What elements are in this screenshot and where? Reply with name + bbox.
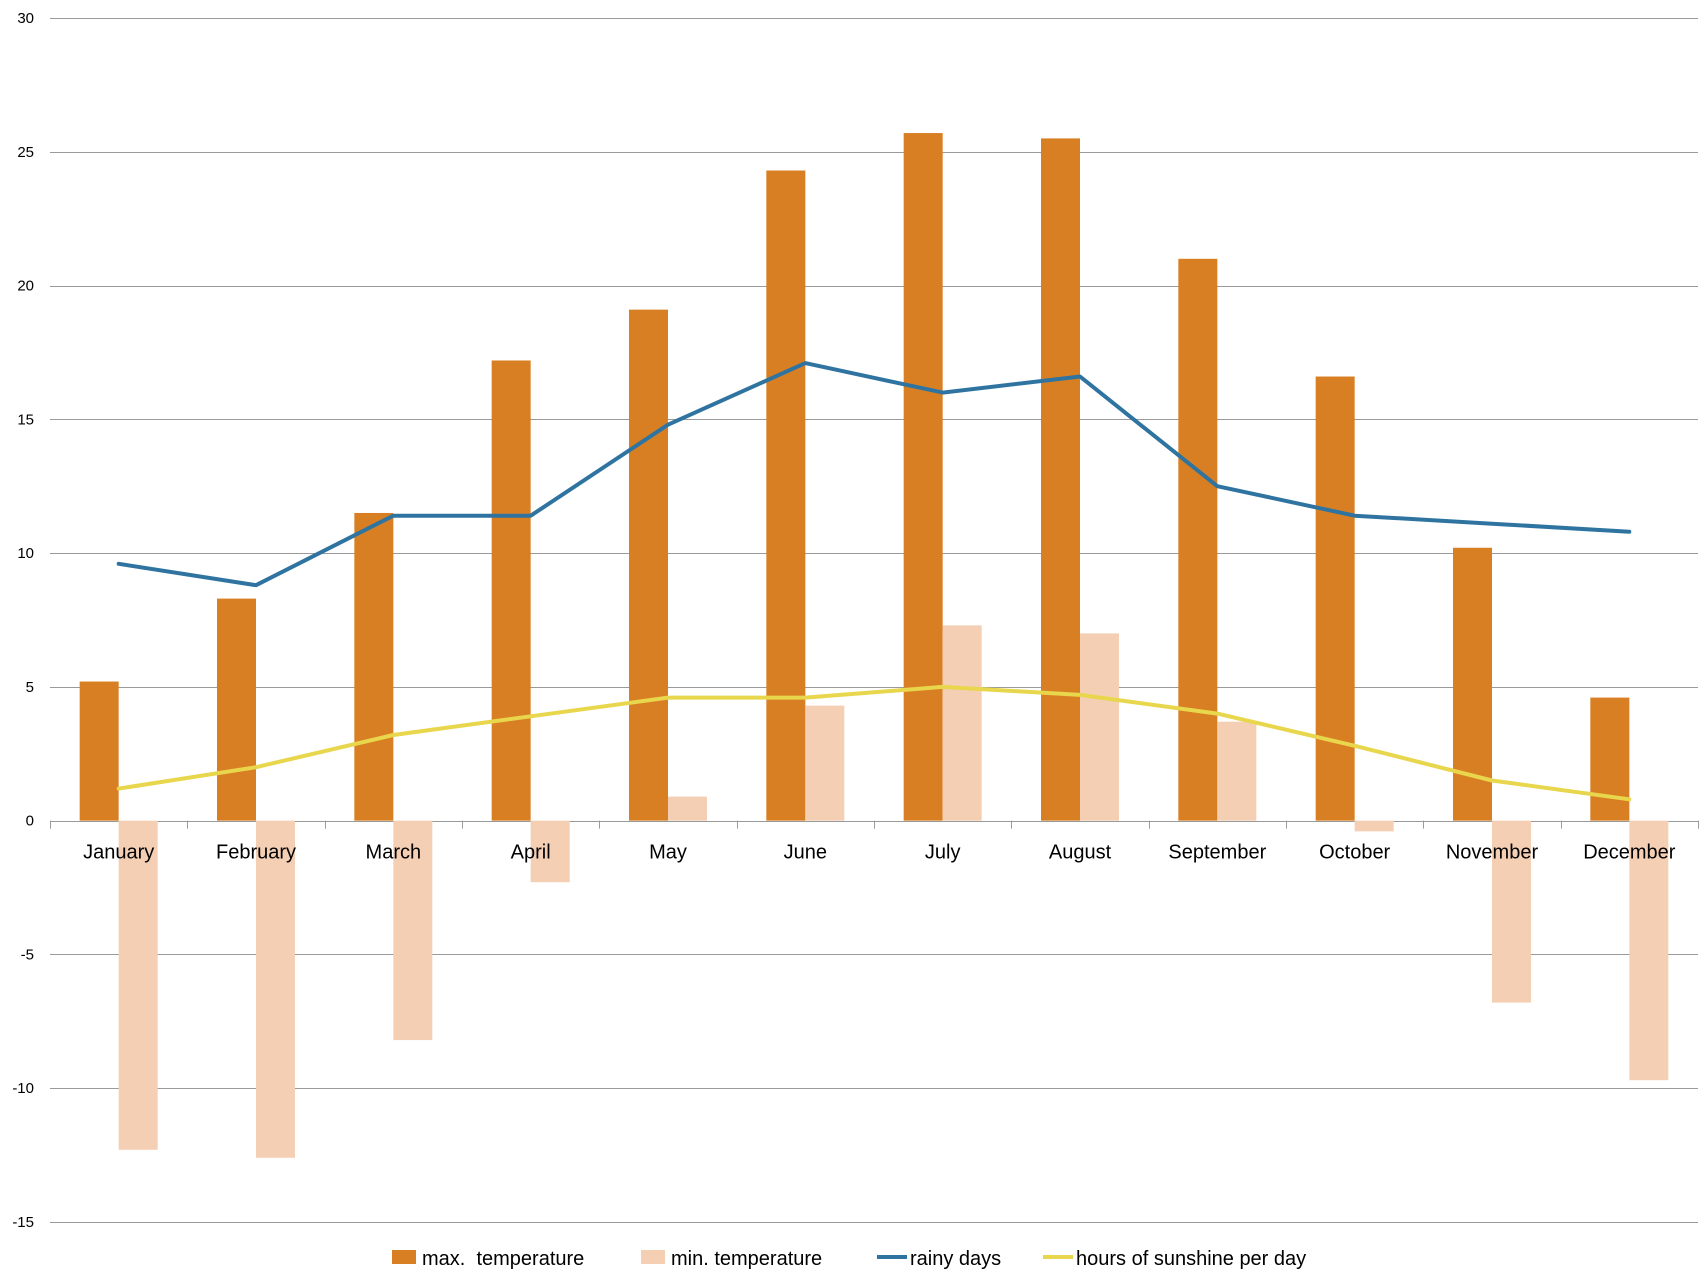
min-temperature-bar	[1080, 633, 1119, 821]
y-axis-ticks: 30 25 20 15 10 5 0 -5 -10 -15	[12, 10, 34, 1231]
y-tick-label: -15	[12, 1214, 34, 1231]
legend-min-temperature: min. temperature	[641, 1248, 822, 1270]
y-tick-label: -10	[12, 1080, 34, 1097]
y-tick-label: 5	[26, 679, 34, 696]
legend-rainy-days: rainy days	[877, 1248, 1001, 1270]
max-temperature-bar	[217, 598, 256, 821]
x-tick-label: November	[1446, 842, 1539, 864]
x-tick-label: March	[366, 842, 422, 864]
line-series	[116, 361, 1632, 802]
y-tick-label: 20	[17, 278, 34, 295]
x-tick-label: June	[784, 842, 827, 864]
sunshine-hours-line	[116, 684, 1632, 802]
min-temperature-bar	[1629, 820, 1669, 1081]
x-tick-label: September	[1168, 842, 1266, 864]
legend-swatch	[641, 1250, 665, 1264]
x-tick-label: April	[511, 842, 551, 864]
max-temperature-bar	[354, 512, 394, 821]
legend-label: min. temperature	[671, 1248, 822, 1270]
legend-max-temperature: max. temperature	[392, 1248, 584, 1270]
x-tick-label: February	[216, 842, 296, 864]
min-temperature-bar	[393, 820, 433, 1041]
bar-series	[79, 133, 1669, 1158]
y-tick-label: 0	[26, 813, 34, 830]
min-temperature-bar	[256, 820, 295, 1158]
min-temperature-bar	[668, 796, 707, 821]
y-tick-label: -5	[21, 946, 34, 963]
max-temperature-bar	[766, 170, 806, 821]
rainy-days-line	[116, 361, 1632, 588]
max-temperature-bar	[1178, 258, 1218, 821]
legend-label: max. temperature	[422, 1248, 584, 1270]
y-tick-label: 10	[17, 545, 34, 562]
min-temperature-bar	[118, 820, 158, 1150]
max-temperature-bar	[1315, 376, 1355, 821]
max-temperature-bar	[903, 133, 943, 821]
min-temperature-bar	[530, 820, 570, 883]
y-tick-label: 25	[17, 144, 34, 161]
max-temperature-bar	[1041, 138, 1080, 821]
max-temperature-bar	[629, 309, 668, 821]
y-tick-label: 30	[17, 10, 34, 27]
legend-swatch	[392, 1250, 416, 1264]
min-temperature-bar	[805, 705, 845, 821]
x-tick-label: December	[1583, 842, 1676, 864]
x-tick-label: August	[1049, 842, 1112, 864]
min-temperature-bar	[942, 625, 982, 821]
max-temperature-bar	[79, 681, 119, 821]
gridlines	[50, 18, 1699, 1223]
min-temperature-bar	[1217, 721, 1257, 821]
legend-sunshine-hours: hours of sunshine per day	[1043, 1248, 1306, 1270]
x-tick-label: January	[83, 842, 154, 864]
x-axis-ticks: January February March April May June July Augu…	[83, 842, 1676, 864]
x-tick-label: July	[925, 842, 961, 864]
min-temperature-bar	[1354, 820, 1394, 832]
x-tick-label: May	[649, 842, 687, 864]
legend: max. temperature min. temperature rainy da…	[392, 1248, 1306, 1270]
max-temperature-bar	[491, 360, 531, 821]
legend-label: rainy days	[910, 1248, 1001, 1270]
x-tick-label: October	[1319, 842, 1390, 864]
legend-label: hours of sunshine per day	[1076, 1248, 1306, 1270]
y-tick-label: 15	[17, 411, 34, 428]
max-temperature-bar	[1590, 697, 1630, 821]
min-temperature-bar	[1492, 820, 1531, 1003]
